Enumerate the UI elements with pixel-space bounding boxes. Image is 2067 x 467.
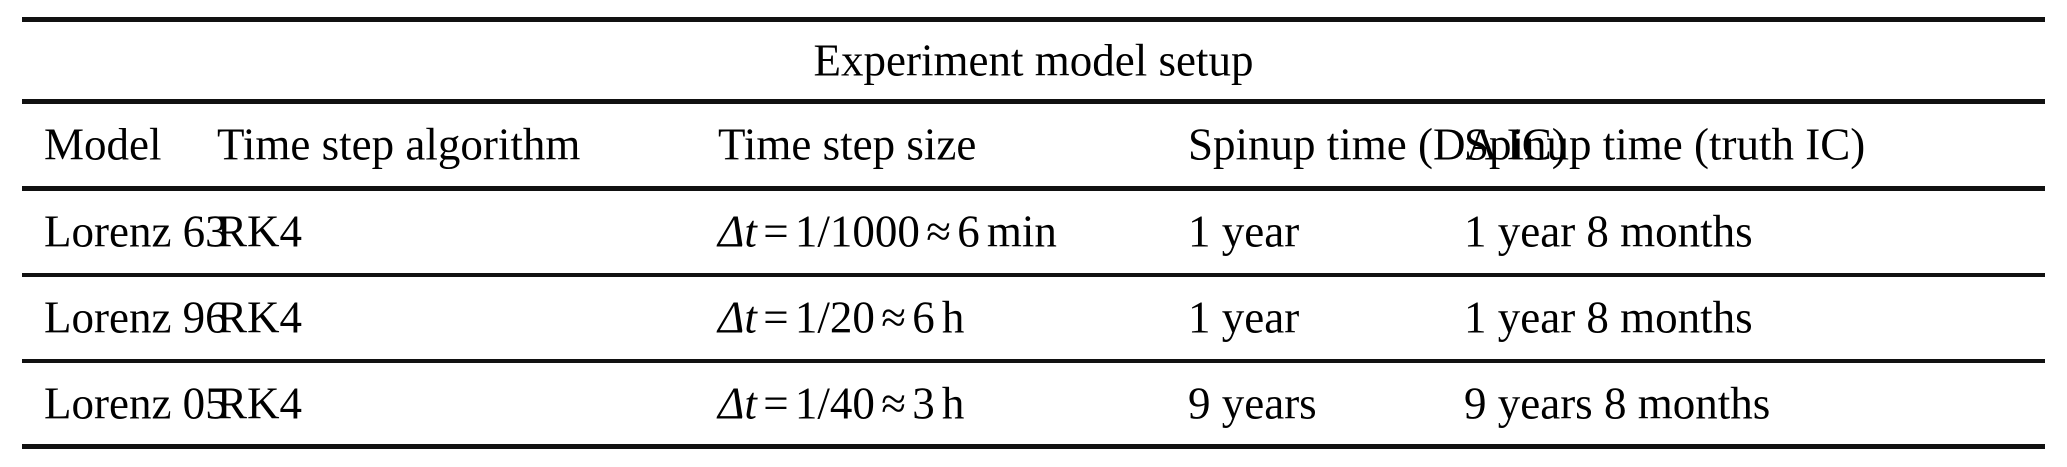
cell-time-step-algorithm: RK4 [217,206,303,257]
delta-symbol: Δ [718,292,745,343]
table-caption: Experiment model setup [813,34,1254,85]
cell-time-step-size: Δt = 1/20 ≈6 h [718,294,964,341]
table-caption-row: Experiment model setup [0,22,2067,99]
cell-time-step-algorithm: RK4 [217,377,303,428]
table-row: Lorenz 05 RK4 Δt = 1/40 ≈3 h 9 years 9 years… [0,363,2067,444]
time-variable: t [744,206,757,257]
table-top-rule [22,17,2045,22]
cell-model: Lorenz 05 [44,377,228,428]
table-row: Lorenz 96 RK4 Δt = 1/20 ≈6 h 1 year 1 year 8… [0,277,2067,359]
column-header-spinup-time-da-ic: Spinup time (DA IC) [1188,119,1567,170]
table-row-rule-2 [22,359,2045,363]
table-row-rule-1 [22,273,2045,277]
step-size-value: 1/1000 [794,206,920,257]
table-header-rule [22,186,2045,191]
cell-spinup-time-truth-ic: 9 years 8 months [1464,377,1771,428]
cell-spinup-time-da-ic: 1 year [1188,292,1300,343]
table-row: Lorenz 63 RK4 Δt = 1/1000 ≈6 min 1 year 1 ye… [0,191,2067,273]
cell-model: Lorenz 63 [44,206,228,257]
step-size-magnitude: 6 [957,206,980,257]
step-size-value: 1/20 [794,292,875,343]
cell-time-step-size: Δt = 1/1000 ≈6 min [718,208,1057,255]
step-size-unit: h [941,377,965,428]
table-bottom-rule [22,444,2045,449]
cell-spinup-time-truth-ic: 1 year 8 months [1464,292,1753,343]
delta-symbol: Δ [718,377,745,428]
table-caption-rule [22,99,2045,104]
step-size-unit: min [986,206,1057,257]
delta-symbol: Δ [718,206,745,257]
step-size-value: 1/40 [794,377,875,428]
approx-symbol: ≈ [881,377,906,428]
approx-symbol: ≈ [926,206,951,257]
table-header-row: Model Time step algorithm Time step size… [0,104,2067,186]
cell-time-step-size: Δt = 1/40 ≈3 h [718,377,965,428]
equals-symbol: = [763,292,789,343]
cell-spinup-time-da-ic: 9 years [1188,377,1317,428]
column-header-model: Model [44,119,162,170]
cell-time-step-algorithm: RK4 [217,292,303,343]
cell-model: Lorenz 96 [44,292,228,343]
step-size-magnitude: 6 [912,292,935,343]
equals-symbol: = [763,206,789,257]
approx-symbol: ≈ [881,292,906,343]
time-variable: t [744,377,757,428]
step-size-unit: h [941,292,965,343]
column-header-time-step-size: Time step size [718,119,977,170]
equals-symbol: = [763,377,789,428]
time-variable: t [744,292,757,343]
cell-spinup-time-truth-ic: 1 year 8 months [1464,206,1753,257]
column-header-time-step-algorithm: Time step algorithm [217,119,581,170]
step-size-magnitude: 3 [912,377,935,428]
column-header-spinup-time-truth-ic: Spinup time (truth IC) [1464,119,1866,170]
cell-spinup-time-da-ic: 1 year [1188,206,1300,257]
